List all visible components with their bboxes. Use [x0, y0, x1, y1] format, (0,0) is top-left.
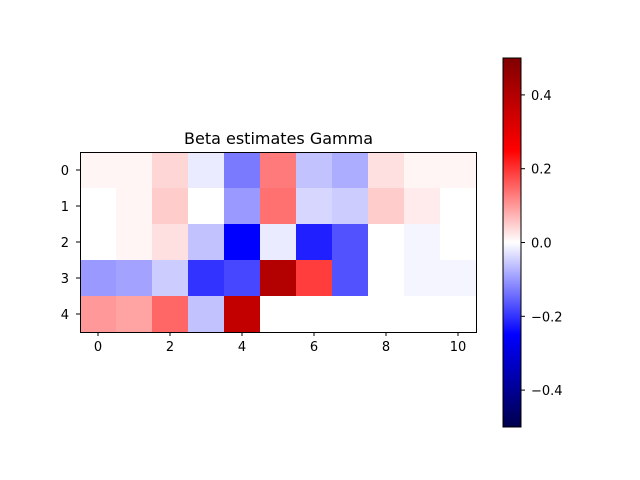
- heatmap-cell: [440, 188, 476, 224]
- heatmap-cell: [260, 260, 296, 296]
- heatmap-cell: [188, 260, 224, 296]
- x-tick-label: 8: [382, 340, 390, 355]
- heatmap-cell: [116, 296, 152, 332]
- heatmap-cell: [404, 296, 440, 332]
- heatmap-cell: [224, 188, 260, 224]
- x-tick-label: 0: [94, 340, 102, 355]
- heatmap-cell: [188, 224, 224, 260]
- heatmap-cell: [404, 188, 440, 224]
- heatmap-cell: [260, 188, 296, 224]
- y-tick-label: 4: [61, 308, 69, 323]
- heatmap-cell: [152, 260, 188, 296]
- colorbar: [503, 58, 521, 427]
- heatmap-cell: [80, 224, 116, 260]
- colorbar-tick-label: −0.2: [531, 310, 563, 325]
- heatmap-cell: [224, 152, 260, 188]
- x-tick-label: 10: [450, 340, 467, 355]
- heatmap-cell: [368, 260, 404, 296]
- colorbar-tick-label: 0.2: [531, 163, 552, 178]
- y-tick-label: 3: [61, 272, 69, 287]
- heatmap-cell: [188, 188, 224, 224]
- y-tick-label: 2: [61, 236, 69, 251]
- heatmap-cell: [80, 296, 116, 332]
- heatmap-cell: [296, 260, 332, 296]
- heatmap-cell: [224, 224, 260, 260]
- heatmap-cell: [296, 296, 332, 332]
- heatmap-cell: [332, 296, 368, 332]
- chart-title: Beta estimates Gamma: [184, 129, 373, 148]
- heatmap-cell: [404, 152, 440, 188]
- colorbar-tick-label: 0.4: [531, 89, 552, 104]
- heatmap-cell: [116, 188, 152, 224]
- heatmap-cell: [296, 152, 332, 188]
- heatmap-cell: [332, 224, 368, 260]
- heatmap-cell: [368, 296, 404, 332]
- heatmap-cell: [368, 188, 404, 224]
- heatmap-cell: [440, 296, 476, 332]
- x-tick-label: 6: [310, 340, 318, 355]
- heatmap-cell: [188, 152, 224, 188]
- heatmap-cell: [152, 224, 188, 260]
- heatmap-cell: [368, 152, 404, 188]
- heatmap-cell: [116, 260, 152, 296]
- heatmap-cell: [224, 296, 260, 332]
- heatmap-cell: [404, 260, 440, 296]
- heatmap-cell: [404, 224, 440, 260]
- heatmap-cells: [80, 152, 476, 332]
- heatmap-cell: [440, 224, 476, 260]
- y-tick-label: 1: [61, 200, 69, 215]
- x-tick-label: 4: [238, 340, 246, 355]
- colorbar-axis: −0.4 −0.2 0.0 0.2 0.4: [521, 89, 563, 399]
- heatmap-cell: [332, 152, 368, 188]
- y-tick-label: 0: [61, 164, 69, 179]
- x-axis: 0 2 4 6 8 10: [94, 332, 466, 355]
- plot-frame: [80, 152, 477, 333]
- heatmap-cell: [440, 152, 476, 188]
- heatmap-cell: [332, 188, 368, 224]
- heatmap-cell: [260, 296, 296, 332]
- heatmap-cell: [260, 224, 296, 260]
- heatmap-cell: [80, 188, 116, 224]
- heatmap-cell: [116, 152, 152, 188]
- colorbar-tick-label: 0.0: [531, 237, 552, 252]
- x-tick-label: 2: [166, 340, 174, 355]
- heatmap-cell: [440, 260, 476, 296]
- heatmap-cell: [152, 188, 188, 224]
- heatmap-cell: [116, 224, 152, 260]
- heatmap-cell: [152, 296, 188, 332]
- colorbar-tick-label: −0.4: [531, 384, 563, 399]
- heatmap-cell: [332, 260, 368, 296]
- heatmap-cell: [296, 188, 332, 224]
- heatmap-cell: [80, 260, 116, 296]
- heatmap-cell: [224, 260, 260, 296]
- heatmap-cell: [260, 152, 296, 188]
- y-axis: 0 1 2 3 4: [61, 164, 80, 323]
- heatmap-cell: [368, 224, 404, 260]
- heatmap-cell: [80, 152, 116, 188]
- heatmap-cell: [152, 152, 188, 188]
- heatmap-cell: [296, 224, 332, 260]
- heatmap-cell: [188, 296, 224, 332]
